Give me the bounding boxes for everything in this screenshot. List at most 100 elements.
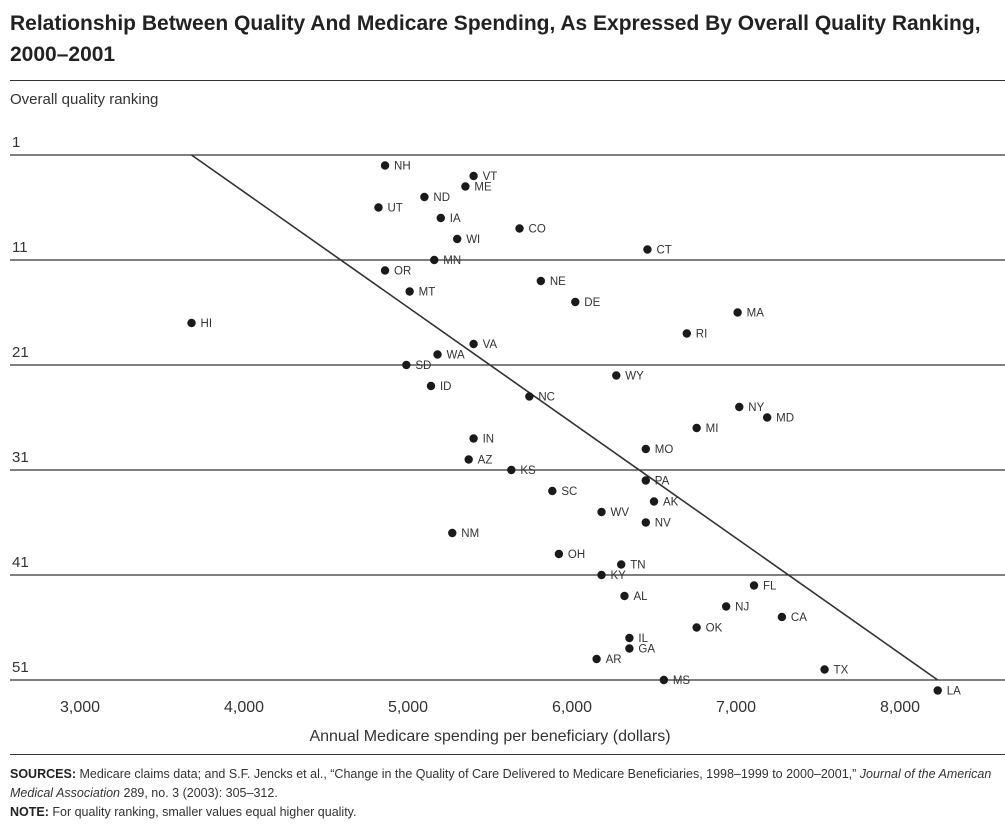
point-label: ID [440,381,452,393]
x-tick-label: 5,000 [388,699,428,716]
point-label: CO [529,224,546,236]
point-label: WA [447,350,465,362]
point-label: IN [483,434,495,446]
point-label: AK [663,497,679,509]
point-label: CT [656,245,671,257]
sources-line: SOURCES: Medicare claims data; and S.F. … [10,765,1000,803]
data-point [933,686,942,695]
point-label: NM [461,528,479,540]
y-tick-label: 11 [12,239,28,256]
data-point [436,213,445,223]
point-label: GA [638,644,655,656]
trend-line [191,154,939,681]
chart-title: Relationship Between Quality And Medicar… [10,12,981,66]
data-point [507,465,516,475]
point-label: SD [415,360,431,372]
data-point [682,329,691,338]
point-label: FL [763,581,777,593]
point-label: OK [706,623,723,635]
point-label: MD [776,413,794,425]
point-label: RI [696,329,708,341]
data-point [536,276,546,286]
x-tick-labels: 3,000 4,000 5,000 6,000 7,000 8,000 [60,699,920,716]
point-label: NH [394,161,411,173]
data-point [659,675,669,685]
data-point [430,255,439,265]
data-point [735,402,744,412]
point-label: NJ [735,602,749,614]
data-point [612,371,621,380]
data-point [625,633,634,643]
trendline [191,154,939,681]
gridlines [10,154,1005,681]
point-label: NE [550,276,566,288]
data-point [749,581,759,590]
y-tick-label: 21 [12,344,29,361]
point-label: MA [747,308,765,320]
point-label: VT [483,171,498,183]
data-point [461,182,470,191]
data-point [405,287,414,296]
point-label: AZ [478,455,493,467]
x-axis-label: Annual Medicare spending per beneficiary… [309,728,670,745]
footer-rule [10,754,1005,755]
sources-citation: 289, no. 3 (2003): 305–312. [123,786,278,800]
data-point [625,644,634,653]
point-label: ND [433,192,450,204]
data-point [525,392,534,401]
data-point [597,507,606,517]
data-point [597,570,606,580]
data-point [420,192,429,202]
note-line: NOTE: For quality ranking, smaller value… [10,803,1000,822]
point-label: TN [630,560,645,572]
data-point [187,318,196,328]
point-label: MT [419,287,436,299]
point-label: AR [606,654,622,666]
data-point [380,266,390,275]
data-point [692,623,701,632]
data-point [649,497,659,506]
x-tick-label: 6,000 [552,699,592,716]
x-tick-label: 7,000 [716,699,756,716]
point-label: UT [387,203,402,215]
data-point [820,665,829,674]
y-tick-label: 51 [12,659,29,676]
data-point [762,413,772,422]
point-label: KS [520,465,536,477]
data-point [548,486,557,496]
point-label: MI [706,423,719,435]
note-label: NOTE: [10,805,49,819]
data-point [641,518,650,527]
point-label: NY [748,402,764,414]
note-text: For quality ranking, smaller values equa… [52,805,357,819]
point-label: NC [538,392,555,404]
data-point [617,560,626,569]
point-label: ME [474,182,492,194]
data-point [643,245,652,254]
point-label: IL [638,633,648,645]
x-tick-label: 4,000 [224,699,264,716]
y-tick-label: 31 [12,449,29,466]
data-point [620,591,629,601]
data-point [777,612,787,622]
point-label: DE [584,297,600,309]
point-label: WY [625,371,644,383]
data-point [721,602,731,611]
x-tick-label: 3,000 [60,699,100,716]
x-tick-label: 8,000 [880,699,920,716]
data-point [515,224,524,233]
sources-note: SOURCES: Medicare claims data; and S.F. … [10,765,1000,822]
point-label: LA [947,686,961,698]
data-point [426,381,436,391]
sources-label: SOURCES: [10,767,76,781]
data-point [641,476,650,485]
point-label: SC [561,486,577,498]
point-label: MN [443,255,461,267]
data-point [374,203,383,212]
data-point [448,528,457,538]
y-tick-label: 1 [12,134,20,151]
y-tick-label: 41 [12,554,29,571]
